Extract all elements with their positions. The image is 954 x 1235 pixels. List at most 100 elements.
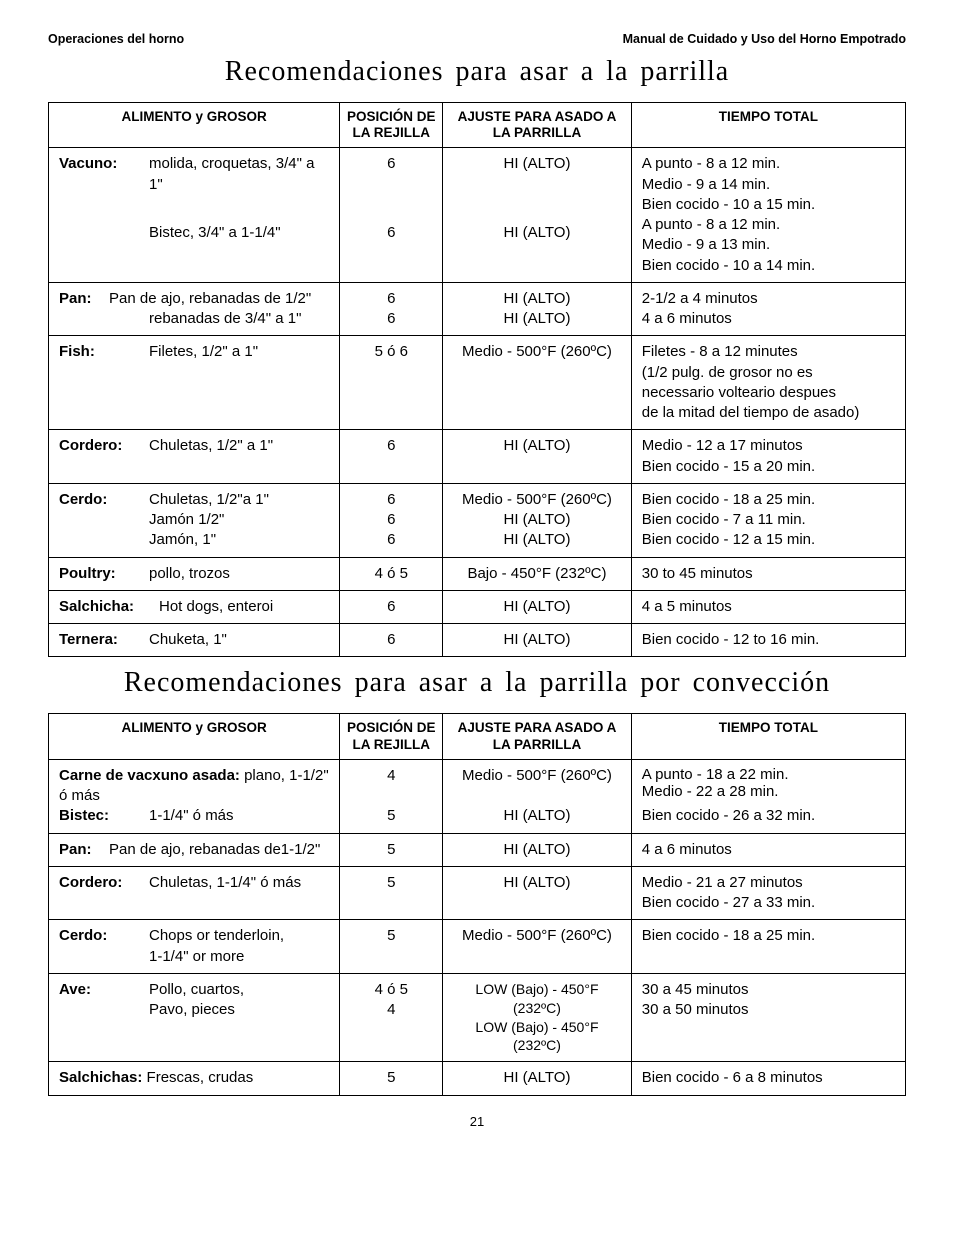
cell-rack: 6 6 xyxy=(340,282,443,336)
table-row: Cordero: Chuletas, 1-1/4" ó más 5 HI (AL… xyxy=(49,866,906,920)
food-label: Carne de vacxuno asada: xyxy=(59,767,240,784)
food-label: Pan: xyxy=(59,289,109,309)
cell-food: Salchicha: Hot dogs, enteroi xyxy=(49,590,340,623)
cell-setting: Medio - 500°F (260ºC) xyxy=(443,759,632,806)
col-food: ALIMENTO y GROSOR xyxy=(49,103,340,148)
cell-setting: HI (ALTO) xyxy=(443,833,632,866)
cell-time: A punto - 8 a 12 min. Medio - 9 a 14 min… xyxy=(631,148,905,283)
food-desc: rebanadas de 3/4" a 1" xyxy=(149,309,329,329)
cell-food: Salchichas: Frescas, crudas xyxy=(49,1062,340,1095)
broiling-table-1: ALIMENTO y GROSOR POSICIÓN DE LA REJILLA… xyxy=(48,102,906,657)
cell-setting: HI (ALTO) xyxy=(443,806,632,833)
cell-time: Bien cocido - 26 a 32 min. xyxy=(631,806,905,833)
cell-setting: Medio - 500°F (260ºC) xyxy=(443,336,632,430)
cell-setting: Bajo - 450°F (232ºC) xyxy=(443,557,632,590)
cell-time: 2-1/2 a 4 minutos 4 a 6 minutos xyxy=(631,282,905,336)
table-row: Ave: Pollo, cuartos, Pavo, pieces 4 ó 5 … xyxy=(49,973,906,1062)
food-label: Salchicha: xyxy=(59,597,159,617)
food-desc: molida, croquetas, 3/4" a 1" xyxy=(149,154,329,195)
cell-food: Cerdo: Chops or tenderloin, 1-1/4" or mo… xyxy=(49,920,340,974)
food-label: Ave: xyxy=(59,980,149,1000)
cell-rack: 4 ó 5 4 xyxy=(340,973,443,1062)
page-header: Operaciones del horno Manual de Cuidado … xyxy=(48,32,906,46)
cell-food: Ternera: Chuketa, 1" xyxy=(49,624,340,657)
cell-rack: 5 xyxy=(340,1062,443,1095)
cell-food: Cordero: Chuletas, 1/2" a 1" xyxy=(49,430,340,484)
cell-setting: HI (ALTO) HI (ALTO) xyxy=(443,282,632,336)
cell-rack: 6 6 6 xyxy=(340,483,443,557)
cell-setting: Medio - 500°F (260ºC) xyxy=(443,920,632,974)
cell-setting: HI (ALTO) xyxy=(443,1062,632,1095)
food-label: Cerdo: xyxy=(59,926,149,967)
cell-time: Bien cocido - 18 a 25 min. xyxy=(631,920,905,974)
food-desc: 1-1/4" ó más xyxy=(149,806,329,826)
table-row: Salchichas: Frescas, crudas 5 HI (ALTO) … xyxy=(49,1062,906,1095)
table-row: Cerdo: Chuletas, 1/2"a 1" Jamón 1/2" Jam… xyxy=(49,483,906,557)
food-label: Salchichas: xyxy=(59,1069,142,1086)
food-desc: Chuletas, 1-1/4" ó más xyxy=(149,873,329,893)
food-desc: Pollo, cuartos, xyxy=(149,980,329,1000)
cell-food: Cordero: Chuletas, 1-1/4" ó más xyxy=(49,866,340,920)
main-title-1: Recomendaciones para asar a la parrilla xyxy=(48,56,906,88)
cell-food: Fish: Filetes, 1/2" a 1" xyxy=(49,336,340,430)
table-row: Cordero: Chuletas, 1/2" a 1" 6 HI (ALTO)… xyxy=(49,430,906,484)
cell-setting: HI (ALTO) xyxy=(443,624,632,657)
food-label: Pan: xyxy=(59,840,109,860)
cell-setting: HI (ALTO) xyxy=(443,430,632,484)
table-row: Pan: Pan de ajo, rebanadas de1-1/2" 5 HI… xyxy=(49,833,906,866)
food-desc: Chuletas, 1/2" a 1" xyxy=(149,436,329,456)
table-row: Carne de vacxuno asada: plano, 1-1/2" ó … xyxy=(49,759,906,806)
cell-time: Bien cocido - 6 a 8 minutos xyxy=(631,1062,905,1095)
food-label: Ternera: xyxy=(59,630,149,650)
cell-setting: Medio - 500°F (260ºC) HI (ALTO) HI (ALTO… xyxy=(443,483,632,557)
cell-food: Vacuno: molida, croquetas, 3/4" a 1" Bis… xyxy=(49,148,340,283)
col-time: TIEMPO TOTAL xyxy=(631,714,905,759)
cell-rack: 5 xyxy=(340,806,443,833)
table-row: Bistec: 1-1/4" ó más 5 HI (ALTO) Bien co… xyxy=(49,806,906,833)
table-row: Cerdo: Chops or tenderloin, 1-1/4" or mo… xyxy=(49,920,906,974)
cell-setting: HI (ALTO) xyxy=(443,590,632,623)
cell-rack: 6 xyxy=(340,430,443,484)
food-desc: Chuletas, 1/2"a 1" xyxy=(149,490,329,510)
cell-setting: HI (ALTO) xyxy=(443,866,632,920)
cell-rack: 5 ó 6 xyxy=(340,336,443,430)
table-header-row: ALIMENTO y GROSOR POSICIÓN DE LA REJILLA… xyxy=(49,103,906,148)
cell-rack: 4 ó 5 xyxy=(340,557,443,590)
cell-time: 4 a 5 minutos xyxy=(631,590,905,623)
cell-food: Carne de vacxuno asada: plano, 1-1/2" ó … xyxy=(49,759,340,806)
cell-food: Pan: Pan de ajo, rebanadas de1-1/2" xyxy=(49,833,340,866)
food-desc: Pan de ajo, rebanadas de1-1/2" xyxy=(109,840,329,860)
col-rack: POSICIÓN DE LA REJILLA xyxy=(340,714,443,759)
cell-setting: HI (ALTO) HI (ALTO) xyxy=(443,148,632,283)
cell-food: Cerdo: Chuletas, 1/2"a 1" Jamón 1/2" Jam… xyxy=(49,483,340,557)
col-food: ALIMENTO y GROSOR xyxy=(49,714,340,759)
col-rack: POSICIÓN DE LA REJILLA xyxy=(340,103,443,148)
food-label: Bistec: xyxy=(59,806,149,826)
food-desc: Chuketa, 1" xyxy=(149,630,329,650)
cell-time: 30 a 45 minutos 30 a 50 minutos xyxy=(631,973,905,1062)
cell-time: Bien cocido - 18 a 25 min. Bien cocido -… xyxy=(631,483,905,557)
cell-food: Ave: Pollo, cuartos, Pavo, pieces xyxy=(49,973,340,1062)
cell-time: 4 a 6 minutos xyxy=(631,833,905,866)
header-left: Operaciones del horno xyxy=(48,32,184,46)
food-label: Fish: xyxy=(59,342,149,362)
food-desc: Filetes, 1/2" a 1" xyxy=(149,342,329,362)
cell-food: Poultry: pollo, trozos xyxy=(49,557,340,590)
food-desc: Frescas, crudas xyxy=(147,1069,254,1086)
cell-rack: 6 xyxy=(340,590,443,623)
food-desc: pollo, trozos xyxy=(149,564,329,584)
col-setting: AJUSTE PARA ASADO A LA PARRILLA xyxy=(443,714,632,759)
cell-rack: 6 6 xyxy=(340,148,443,283)
cell-time: Bien cocido - 12 to 16 min. xyxy=(631,624,905,657)
cell-food: Pan: Pan de ajo, rebanadas de 1/2" reban… xyxy=(49,282,340,336)
table-row: Ternera: Chuketa, 1" 6 HI (ALTO) Bien co… xyxy=(49,624,906,657)
food-desc: Pan de ajo, rebanadas de 1/2" xyxy=(109,289,329,309)
col-setting: AJUSTE PARA ASADO A LA PARRILLA xyxy=(443,103,632,148)
cell-time: Medio - 12 a 17 minutos Bien cocido - 15… xyxy=(631,430,905,484)
header-right: Manual de Cuidado y Uso del Horno Empotr… xyxy=(623,32,906,46)
cell-time: Filetes - 8 a 12 minutes (1/2 pulg. de g… xyxy=(631,336,905,430)
cell-rack: 5 xyxy=(340,833,443,866)
food-desc: Chops or tenderloin, 1-1/4" or more xyxy=(149,926,329,967)
food-desc: Bistec, 3/4" a 1-1/4" xyxy=(149,223,329,243)
cell-rack: 5 xyxy=(340,866,443,920)
